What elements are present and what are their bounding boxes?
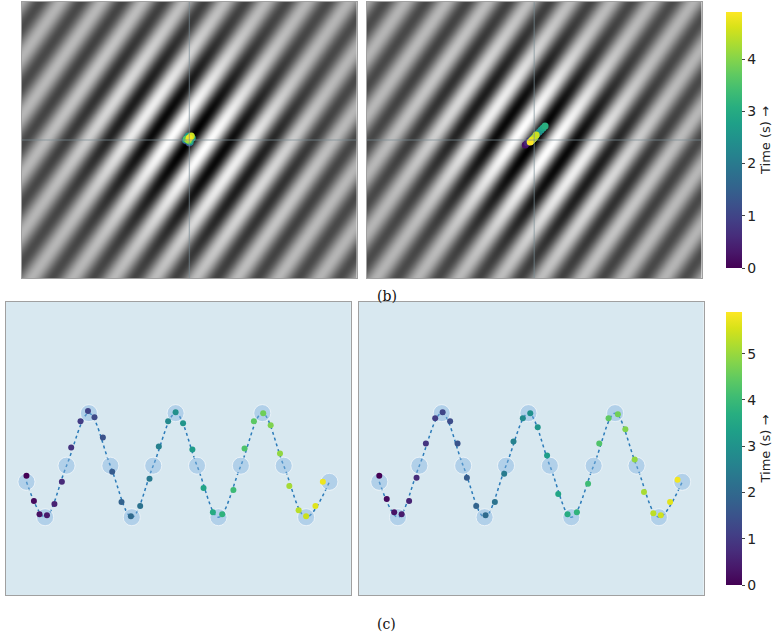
svg-text:3: 3	[747, 438, 756, 454]
svg-text:1: 1	[747, 531, 756, 547]
svg-text:1: 1	[747, 208, 756, 224]
svg-text:2: 2	[747, 155, 756, 171]
svg-text:3: 3	[747, 103, 756, 119]
svg-text:(c): (c)	[377, 616, 396, 632]
svg-text:2: 2	[747, 484, 756, 500]
svg-text:Time (s) →: Time (s) →	[758, 106, 773, 175]
svg-text:4: 4	[747, 392, 756, 408]
svg-text:4: 4	[747, 51, 756, 67]
svg-text:(b): (b)	[377, 288, 397, 304]
svg-text:5: 5	[747, 346, 756, 362]
svg-text:Time (s) →: Time (s) →	[758, 414, 773, 483]
svg-text:0: 0	[747, 577, 756, 593]
svg-text:0: 0	[747, 260, 756, 276]
